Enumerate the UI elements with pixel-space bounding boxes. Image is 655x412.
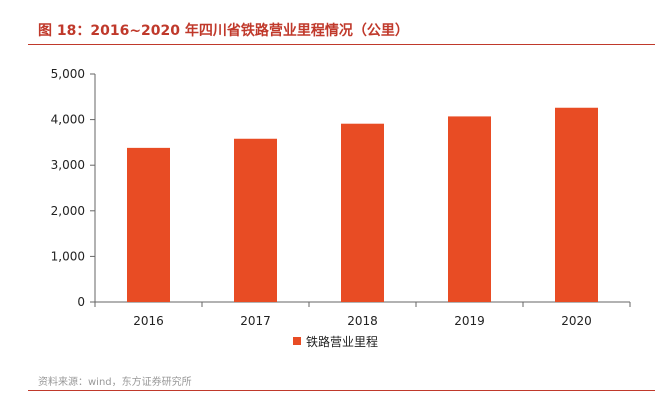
bar-chart: 0 1,000 2,000 3,000 4,000 5,000 2016 2017 2018 20…: [51, 67, 631, 328]
y-tick-label: 1,000: [51, 249, 85, 263]
x-tick-label: 2018: [347, 314, 378, 328]
bar: [555, 107, 598, 302]
y-tick-label: 2,000: [51, 204, 85, 218]
source-note: 资料来源：wind，东方证券研究所: [38, 377, 192, 388]
bar: [127, 147, 170, 302]
x-tick-label: 2019: [454, 314, 485, 328]
legend: 铁路营业里程: [293, 332, 378, 350]
y-tick-label: 4,000: [51, 113, 85, 127]
x-tick-label: 2020: [561, 314, 592, 328]
footer-divider: [28, 390, 655, 391]
y-tick-label: 0: [77, 295, 85, 309]
y-tick-label: 5,000: [51, 67, 85, 81]
bar: [448, 116, 491, 303]
title-divider: [28, 44, 655, 45]
legend-label: 铁路营业里程: [306, 334, 379, 349]
legend-swatch: [293, 337, 301, 345]
bar: [341, 123, 384, 302]
chart-title: 图 18：2016~2020 年四川省铁路营业里程情况（公里）: [38, 23, 409, 39]
y-tick-label: 3,000: [51, 158, 85, 172]
x-tick-label: 2016: [133, 314, 164, 328]
bar: [234, 138, 277, 302]
x-tick-label: 2017: [240, 314, 271, 328]
